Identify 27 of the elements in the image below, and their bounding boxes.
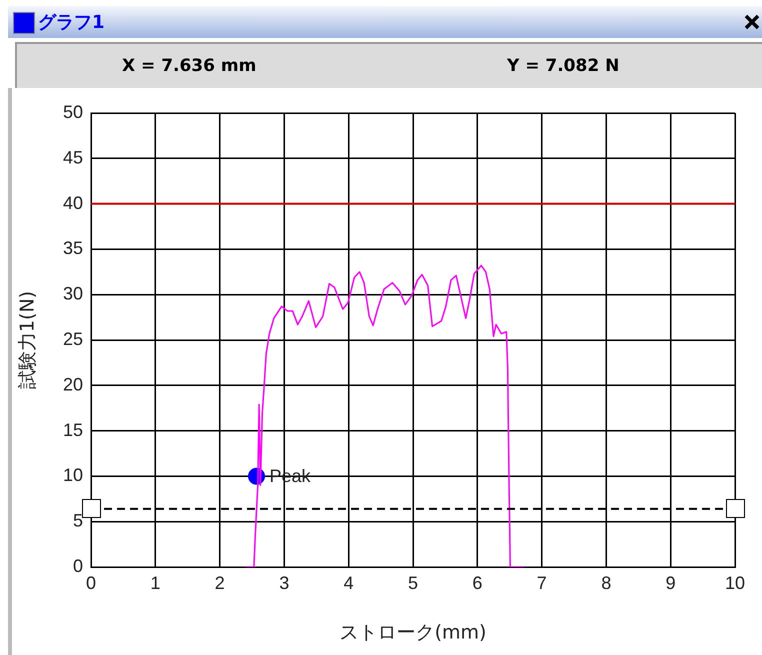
y-tick-label: 15 xyxy=(62,420,83,440)
y-tick-label: 45 xyxy=(62,147,83,168)
text: X = 7.636 mm xyxy=(122,56,256,76)
y-tick-label: 20 xyxy=(62,374,83,394)
y-tick-label: 40 xyxy=(62,192,83,213)
y-tick-label: 50 xyxy=(62,102,83,122)
y-tick-label: 25 xyxy=(62,328,83,349)
y-tick-label: 0 xyxy=(72,556,83,576)
x-tick-label: 4 xyxy=(344,572,354,593)
y-axis-title: 試験力1(N) xyxy=(16,290,38,390)
x-tick-label: 2 xyxy=(214,572,225,593)
y-tick-label: 5 xyxy=(72,510,83,531)
x-axis-title: ストローク(mm) xyxy=(340,622,486,644)
x-tick-label: 0 xyxy=(86,572,96,593)
x-tick-label: 7 xyxy=(536,572,547,593)
chart-title: グラフ1 xyxy=(38,11,105,34)
x-tick-label: 5 xyxy=(408,572,418,593)
y-tick-label: 35 xyxy=(62,238,83,258)
x-tick-label: 6 xyxy=(472,572,482,593)
text: Y = 7.082 N xyxy=(507,56,620,76)
x-tick-label: 10 xyxy=(724,572,746,593)
x-tick-label: 8 xyxy=(601,572,612,593)
y-tick-label: 30 xyxy=(62,284,83,304)
x-tick-label: 9 xyxy=(666,572,676,593)
x-tick-label: 3 xyxy=(279,572,290,593)
x-tick-label: 1 xyxy=(150,572,160,593)
y-tick-label: 10 xyxy=(62,465,83,486)
